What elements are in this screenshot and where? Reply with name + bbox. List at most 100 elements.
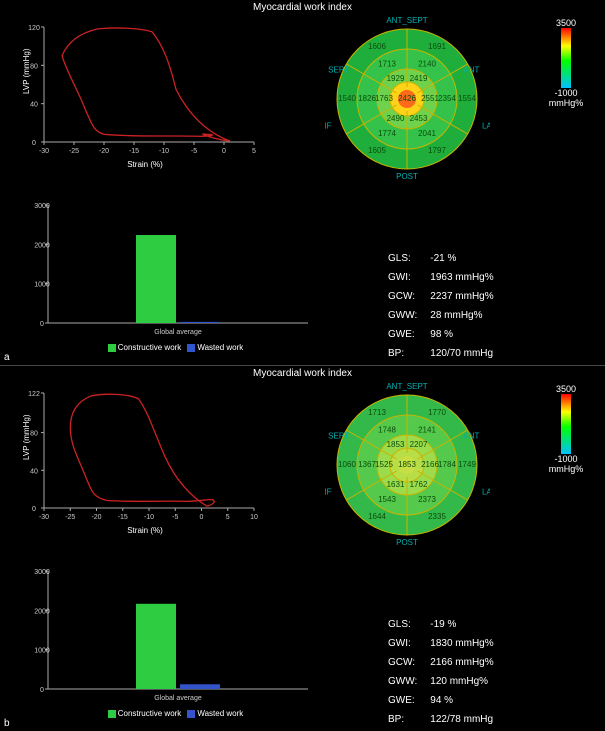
legend-swatch-wasted xyxy=(187,710,195,718)
svg-text:Global average: Global average xyxy=(154,695,202,702)
subfigure-label: a xyxy=(4,352,10,363)
svg-text:0: 0 xyxy=(40,687,44,694)
pv-y-label: LVP (mmHg) xyxy=(22,49,31,95)
mwi-panel: Myocardial work index-30-25-20-15-10-505… xyxy=(0,365,605,731)
svg-text:0: 0 xyxy=(222,148,226,155)
svg-text:-15: -15 xyxy=(118,514,128,521)
svg-text:ANT: ANT xyxy=(463,431,479,440)
metric-value: 2237 mmHg% xyxy=(429,288,494,305)
svg-text:2141: 2141 xyxy=(418,425,436,434)
metric-label: BP: xyxy=(387,345,427,362)
colorbar: 3500-1000mmHg% xyxy=(541,18,591,118)
colorbar-unit: mmHg% xyxy=(541,464,591,474)
svg-text:-20: -20 xyxy=(99,148,109,155)
svg-text:2354: 2354 xyxy=(438,94,456,103)
svg-text:1762: 1762 xyxy=(410,480,428,489)
svg-text:1853: 1853 xyxy=(398,460,416,469)
metric-label: GCW: xyxy=(387,654,427,671)
svg-text:2551: 2551 xyxy=(421,94,439,103)
metric-row: GWW:28 mmHg% xyxy=(387,307,495,324)
pv-x-label: Strain (%) xyxy=(20,526,270,535)
metric-row: BP:120/70 mmHg xyxy=(387,345,495,362)
metric-row: GWI:1830 mmHg% xyxy=(387,635,495,652)
metrics-table: GLS:-19 %GWI:1830 mmHg%GCW:2166 mmHg%GWW… xyxy=(385,614,497,730)
metric-label: GWW: xyxy=(387,307,427,324)
svg-text:122: 122 xyxy=(28,391,40,398)
metric-value: -19 % xyxy=(429,616,494,633)
svg-text:LAT: LAT xyxy=(482,121,490,130)
svg-text:-25: -25 xyxy=(65,514,75,521)
colorbar-gradient xyxy=(561,28,571,88)
svg-text:1713: 1713 xyxy=(368,408,386,417)
pv-loop-chart: -30-25-20-15-10-50504080120LVP (mmHg)Str… xyxy=(20,14,270,169)
metric-label: GLS: xyxy=(387,250,427,267)
svg-text:3000: 3000 xyxy=(34,203,50,210)
legend-swatch-constructive xyxy=(108,344,116,352)
svg-text:5: 5 xyxy=(226,514,230,521)
svg-text:0: 0 xyxy=(200,514,204,521)
svg-text:-5: -5 xyxy=(191,148,197,155)
bullseye-plot: 1691155417971605154016062140235420411774… xyxy=(325,14,490,179)
metric-label: GLS: xyxy=(387,616,427,633)
svg-text:1000: 1000 xyxy=(34,648,50,655)
svg-text:2426: 2426 xyxy=(398,94,416,103)
svg-text:1929: 1929 xyxy=(387,74,405,83)
metric-label: GCW: xyxy=(387,288,427,305)
metric-row: GLS:-21 % xyxy=(387,250,495,267)
svg-text:5: 5 xyxy=(252,148,256,155)
metric-label: GWI: xyxy=(387,635,427,652)
svg-text:-25: -25 xyxy=(69,148,79,155)
svg-text:1784: 1784 xyxy=(438,460,456,469)
svg-text:10: 10 xyxy=(250,514,258,521)
svg-text:1763: 1763 xyxy=(375,94,393,103)
svg-text:2335: 2335 xyxy=(428,512,446,521)
svg-text:-10: -10 xyxy=(159,148,169,155)
metric-value: 1830 mmHg% xyxy=(429,635,494,652)
svg-text:2490: 2490 xyxy=(387,114,405,123)
subfigure-label: b xyxy=(4,718,10,729)
colorbar-min: -1000 xyxy=(541,454,591,464)
svg-text:2207: 2207 xyxy=(410,440,428,449)
svg-text:ANT: ANT xyxy=(463,65,479,74)
svg-text:-10: -10 xyxy=(144,514,154,521)
svg-text:1853: 1853 xyxy=(387,440,405,449)
metric-row: GWE:98 % xyxy=(387,326,495,343)
metric-value: -21 % xyxy=(429,250,494,267)
svg-text:1749: 1749 xyxy=(458,460,476,469)
metric-label: GWI: xyxy=(387,269,427,286)
panel-title: Myocardial work index xyxy=(0,2,605,13)
legend-swatch-wasted xyxy=(187,344,195,352)
svg-text:40: 40 xyxy=(30,102,38,109)
legend-swatch-constructive xyxy=(108,710,116,718)
svg-text:POST: POST xyxy=(396,172,418,181)
svg-text:1605: 1605 xyxy=(368,146,386,155)
svg-text:2453: 2453 xyxy=(410,114,428,123)
pv-y-label: LVP (mmHg) xyxy=(22,415,31,461)
metric-row: GWI:1963 mmHg% xyxy=(387,269,495,286)
svg-text:-20: -20 xyxy=(91,514,101,521)
metric-value: 98 % xyxy=(429,326,494,343)
svg-text:0: 0 xyxy=(32,506,36,513)
svg-text:80: 80 xyxy=(30,431,38,438)
svg-text:1644: 1644 xyxy=(368,512,386,521)
metric-value: 1963 mmHg% xyxy=(429,269,494,286)
metric-value: 2166 mmHg% xyxy=(429,654,494,671)
svg-text:SEPT: SEPT xyxy=(328,65,349,74)
panel-title: Myocardial work index xyxy=(0,368,605,379)
svg-text:1691: 1691 xyxy=(428,42,446,51)
svg-text:2140: 2140 xyxy=(418,59,436,68)
svg-text:-30: -30 xyxy=(39,514,49,521)
svg-text:2041: 2041 xyxy=(418,129,436,138)
colorbar-min: -1000 xyxy=(541,88,591,98)
colorbar-gradient xyxy=(561,394,571,454)
global-average-bar-chart: 0100020003000Global averageConstructive … xyxy=(20,561,325,716)
colorbar-unit: mmHg% xyxy=(541,98,591,108)
svg-text:1631: 1631 xyxy=(387,480,405,489)
metric-row: GLS:-19 % xyxy=(387,616,495,633)
svg-text:1797: 1797 xyxy=(428,146,446,155)
metric-value: 28 mmHg% xyxy=(429,307,494,324)
svg-text:120: 120 xyxy=(28,25,40,32)
metric-label: GWE: xyxy=(387,692,427,709)
metrics-table: GLS:-21 %GWI:1963 mmHg%GCW:2237 mmHg%GWW… xyxy=(385,248,497,364)
svg-text:1713: 1713 xyxy=(378,59,396,68)
